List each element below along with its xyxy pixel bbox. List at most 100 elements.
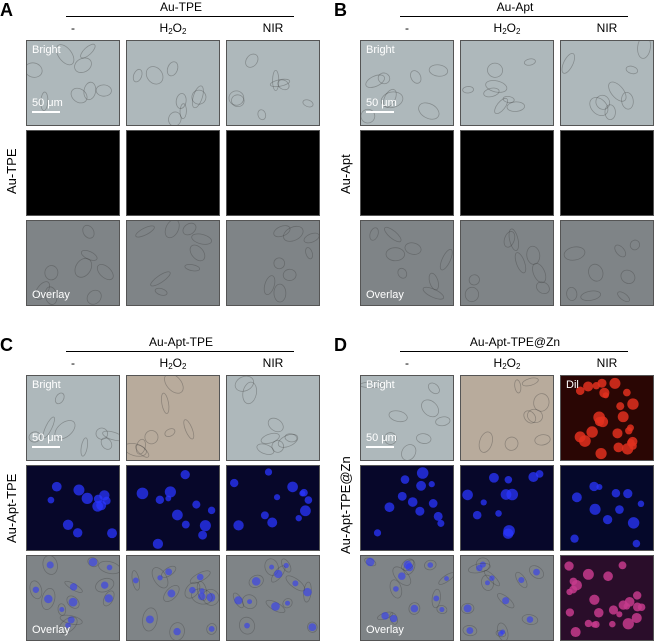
micrograph-cell-r1-c1 xyxy=(126,130,220,216)
group-bracket-line xyxy=(400,16,628,17)
group-title: Au-TPE xyxy=(159,0,202,14)
scale-bar-label: 50 μm xyxy=(366,432,397,444)
panel-b: B Au-Apt - H2O2 NIR Au-Apt Bright 50 μm Overlay xyxy=(334,0,655,306)
scale-bar xyxy=(366,111,394,113)
group-title: Au-Apt xyxy=(496,0,534,14)
micrograph-image xyxy=(361,131,453,215)
micrograph-cell-r2-c1 xyxy=(126,220,220,306)
micrograph-image xyxy=(27,131,119,215)
micrograph-image xyxy=(27,221,119,305)
micrograph-cell-r1-c0 xyxy=(26,465,120,551)
micrograph-cell-r2-c2 xyxy=(226,220,320,306)
group-bracket-line xyxy=(66,351,294,352)
micrograph-cell-r1-c0 xyxy=(26,130,120,216)
overlay-label: Overlay xyxy=(366,624,404,636)
panel-a: A Au-TPE - H2O2 NIR Au-TPE Bright 50 μm Overlay xyxy=(0,0,321,306)
micrograph-cell-r0-c1 xyxy=(460,375,554,461)
micrograph-cell-r0-c2 xyxy=(560,40,654,126)
micrograph-cell-r0-c2 xyxy=(226,375,320,461)
column-label: - xyxy=(71,356,75,370)
micrograph-image xyxy=(561,466,653,550)
panel-d: D Au-Apt-TPE@Zn - H2O2 NIR Au-Apt-TPE@Zn Brigh… xyxy=(334,335,655,641)
micrograph-cell-r1-c2 xyxy=(560,130,654,216)
column-label: - xyxy=(405,21,409,35)
micrograph-cell-r1-c1 xyxy=(460,130,554,216)
panel-letter: B xyxy=(334,0,347,20)
group-bracket-line xyxy=(400,351,628,352)
column-label-h2o2: H2O2 xyxy=(493,356,521,371)
micrograph-image xyxy=(461,41,553,125)
micrograph-cell-r2-c0: Overlay xyxy=(360,220,454,306)
overlay-label: Overlay xyxy=(32,624,70,636)
row-label: Au-Apt-TPE xyxy=(4,473,19,543)
micrograph-cell-r0-c2 xyxy=(226,40,320,126)
row-label: Au-TPE xyxy=(4,148,19,194)
bright-label: Bright xyxy=(366,379,395,391)
micrograph-image xyxy=(461,556,553,640)
column-label: - xyxy=(405,356,409,370)
micrograph-cell-r1-c2 xyxy=(560,465,654,551)
micrograph-cell-r2-c1 xyxy=(460,220,554,306)
overlay-label: Overlay xyxy=(366,289,404,301)
micrograph-image xyxy=(561,221,653,305)
micrograph-image xyxy=(127,376,219,460)
micrograph-cell-r1-c0 xyxy=(360,130,454,216)
micrograph-cell-r2-c0: Overlay xyxy=(360,555,454,641)
column-label: - xyxy=(71,21,75,35)
micrograph-image xyxy=(361,221,453,305)
column-label: NIR xyxy=(262,356,284,370)
column-label: NIR xyxy=(596,21,618,35)
micrograph-image xyxy=(27,556,119,640)
panel-letter: D xyxy=(334,335,347,355)
scale-bar-label: 50 μm xyxy=(32,97,63,109)
column-label-h2o2: H2O2 xyxy=(159,21,187,36)
micrograph-cell-r2-c0: Overlay xyxy=(26,555,120,641)
micrograph-cell-r2-c1 xyxy=(460,555,554,641)
column-label-h2o2: H2O2 xyxy=(493,21,521,36)
micrograph-image xyxy=(227,466,319,550)
micrograph-cell-r1-c2 xyxy=(226,465,320,551)
micrograph-cell-r0-c1 xyxy=(126,375,220,461)
row-label: Au-Apt xyxy=(338,154,353,194)
micrograph-image xyxy=(227,221,319,305)
micrograph-image xyxy=(127,41,219,125)
panel-letter: A xyxy=(0,0,13,20)
panel-letter: C xyxy=(0,335,13,355)
column-label-h2o2: H2O2 xyxy=(159,356,187,371)
bright-label: Bright xyxy=(366,44,395,56)
micrograph-image xyxy=(561,131,653,215)
micrograph-cell-r2-c2 xyxy=(560,220,654,306)
micrograph-image xyxy=(127,466,219,550)
panel-c: C Au-Apt-TPE - H2O2 NIR Au-Apt-TPE Bright 50 μm… xyxy=(0,335,321,641)
group-bracket-line xyxy=(66,16,294,17)
micrograph-image xyxy=(27,466,119,550)
micrograph-image xyxy=(461,221,553,305)
micrograph-image xyxy=(561,376,653,460)
micrograph-image xyxy=(461,131,553,215)
micrograph-image xyxy=(127,556,219,640)
micrograph-cell-r0-c2: Dil xyxy=(560,375,654,461)
micrograph-cell-r0-c0: Bright 50 μm xyxy=(26,40,120,126)
micrograph-image xyxy=(227,131,319,215)
micrograph-cell-r2-c1 xyxy=(126,555,220,641)
micrograph-cell-r1-c2 xyxy=(226,130,320,216)
micrograph-cell-r1-c0 xyxy=(360,465,454,551)
micrograph-image xyxy=(227,376,319,460)
micrograph-image xyxy=(127,131,219,215)
micrograph-image xyxy=(361,466,453,550)
bright-label: Bright xyxy=(32,379,61,391)
micrograph-cell-r2-c2 xyxy=(226,555,320,641)
micrograph-image xyxy=(561,41,653,125)
micrograph-cell-r2-c2 xyxy=(560,555,654,641)
group-title: Au-Apt-TPE xyxy=(148,335,214,349)
column-label: NIR xyxy=(262,21,284,35)
micrograph-cell-r2-c0: Overlay xyxy=(26,220,120,306)
dil-label: Dil xyxy=(566,379,579,391)
micrograph-cell-r1-c1 xyxy=(126,465,220,551)
micrograph-cell-r0-c0: Bright 50 μm xyxy=(360,40,454,126)
scale-bar-label: 50 μm xyxy=(366,97,397,109)
micrograph-image xyxy=(461,376,553,460)
micrograph-image xyxy=(227,41,319,125)
micrograph-cell-r1-c1 xyxy=(460,465,554,551)
